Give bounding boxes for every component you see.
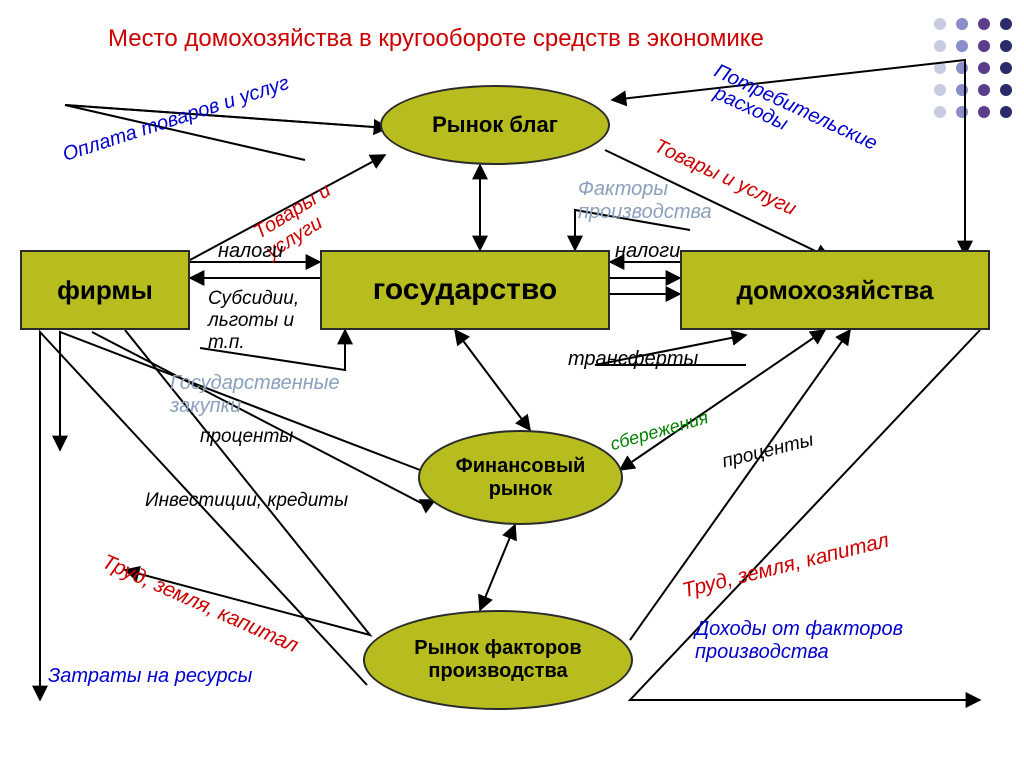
dot-icon — [956, 62, 968, 74]
dot-icon — [934, 18, 946, 30]
dot-icon — [934, 106, 946, 118]
edge-label-transfers: трансферты — [568, 348, 698, 371]
edge-label-subsidies: Субсидии, льготы и т.п. — [208, 288, 299, 354]
edge-label-gov_purch: Государственные закупки — [170, 372, 340, 418]
dot-icon — [1000, 84, 1012, 96]
dot-icon — [956, 18, 968, 30]
dot-icon — [956, 40, 968, 52]
diagram-title: Место домохозяйства в кругообороте средс… — [108, 25, 764, 53]
decorative-dots — [934, 18, 1012, 118]
dot-icon — [978, 84, 990, 96]
diagram-canvas: Место домохозяйства в кругообороте средс… — [0, 0, 1024, 767]
dot-icon — [1000, 40, 1012, 52]
node-firms: фирмы — [20, 250, 190, 330]
edge-label-taxes_r: налоги — [615, 240, 680, 263]
edge-label-resource_cost: Затраты на ресурсы — [48, 665, 252, 688]
dot-icon — [978, 62, 990, 74]
edge-label-factors_prod: Факторы производства — [578, 178, 712, 224]
edge-label-pay_goods: Оплата товаров и услуг — [60, 72, 292, 167]
dot-icon — [978, 18, 990, 30]
edge-label-labor_l: Труд, земля, капитал — [98, 550, 302, 658]
node-goods_market: Рынок благ — [380, 85, 610, 165]
node-state: государство — [320, 250, 610, 330]
dot-icon — [934, 40, 946, 52]
edge-label-savings: сбережения — [608, 407, 711, 455]
dot-icon — [1000, 106, 1012, 118]
edge-label-taxes_l: налоги — [218, 240, 283, 263]
node-factor_market: Рынок факторов производства — [363, 610, 633, 710]
edge-label-labor_r: Труд, земля, капитал — [680, 529, 892, 604]
edge-label-factor_income: Доходы от факторов производства — [695, 618, 903, 664]
node-fin_market: Финансовый рынок — [418, 430, 623, 525]
dot-icon — [978, 40, 990, 52]
edge-label-interest_l: проценты — [200, 426, 293, 448]
dot-icon — [956, 106, 968, 118]
dot-icon — [1000, 18, 1012, 30]
node-households: домохозяйства — [680, 250, 990, 330]
edge-label-invest: Инвестиции, кредиты — [145, 490, 348, 512]
dot-icon — [934, 84, 946, 96]
dot-icon — [934, 62, 946, 74]
dot-icon — [978, 106, 990, 118]
edge-label-interest_r: проценты — [720, 429, 816, 473]
dot-icon — [956, 84, 968, 96]
dot-icon — [1000, 62, 1012, 74]
